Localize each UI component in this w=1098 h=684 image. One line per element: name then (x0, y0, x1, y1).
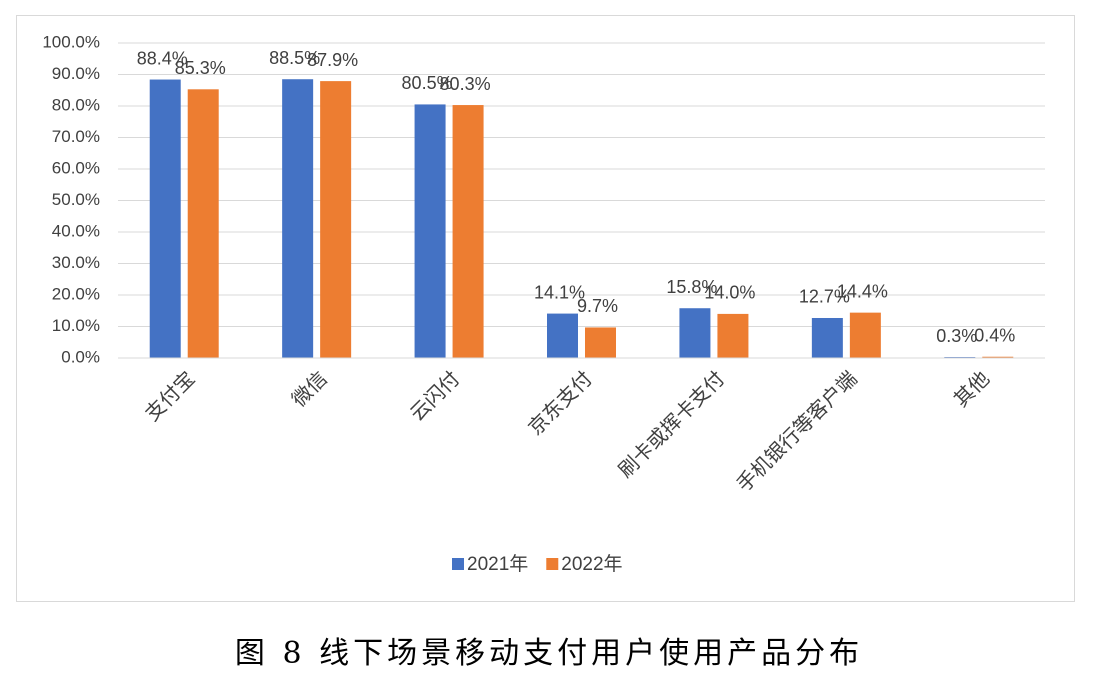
value-label: 87.9% (307, 50, 358, 70)
value-label: 15.8% (666, 277, 717, 297)
y-tick-label: 20.0% (52, 284, 100, 303)
bar (547, 313, 578, 358)
legend-label: 2021年 (467, 553, 528, 575)
y-tick-label: 100.0% (42, 32, 100, 51)
y-tick-label: 90.0% (52, 64, 100, 83)
value-label: 0.3% (936, 326, 977, 346)
value-label: 12.7% (799, 287, 850, 307)
y-tick-label: 10.0% (52, 316, 100, 335)
y-tick-label: 50.0% (52, 190, 100, 209)
y-tick-label: 40.0% (52, 221, 100, 240)
bar (717, 313, 749, 358)
value-label: 14.4% (837, 281, 888, 301)
value-label: 14.0% (704, 283, 755, 303)
chart-title: 图 8 线下场景移动支付用户使用产品分布 (235, 636, 863, 671)
bar (149, 79, 181, 358)
value-label: 88.5% (269, 48, 320, 68)
bar (452, 105, 484, 359)
value-label: 9.7% (577, 296, 618, 316)
bar (679, 308, 711, 358)
bar (282, 79, 314, 358)
y-tick-label: 70.0% (52, 127, 100, 146)
legend-swatch (546, 558, 559, 570)
bar (585, 327, 616, 358)
value-label: 0.4% (974, 325, 1015, 345)
y-tick-label: 60.0% (52, 158, 100, 177)
bar (414, 104, 446, 358)
value-label: 88.4% (137, 48, 188, 68)
bar (811, 317, 843, 358)
value-label: 80.3% (440, 74, 491, 94)
legend-label: 2022年 (561, 553, 622, 575)
legend-swatch (452, 558, 464, 570)
y-tick-label: 30.0% (52, 253, 100, 272)
bar (982, 356, 1014, 358)
value-label: 85.3% (175, 58, 226, 78)
value-label: 14.1% (534, 282, 585, 302)
bar (187, 89, 219, 359)
bar (849, 312, 881, 358)
bar (320, 81, 352, 359)
y-tick-label: 0.0% (61, 347, 100, 366)
y-tick-label: 80.0% (52, 95, 100, 114)
value-label: 80.5% (402, 73, 453, 93)
